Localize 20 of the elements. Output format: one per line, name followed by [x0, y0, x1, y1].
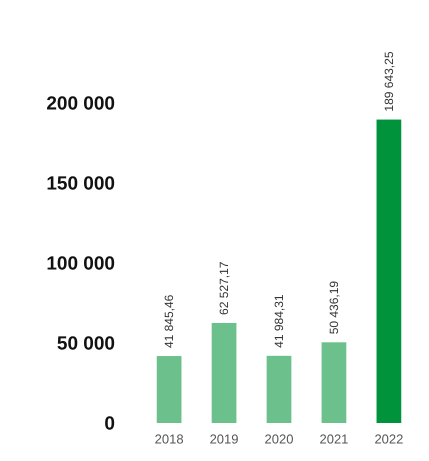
bar [156, 356, 182, 423]
x-tick-label: 2022 [374, 432, 404, 447]
bar [376, 120, 402, 423]
x-tick-label: 2019 [210, 432, 239, 447]
data-label: 62 527,17 [217, 261, 232, 315]
y-tick-label: 0 [104, 414, 115, 435]
data-label: 41 984,31 [272, 294, 286, 348]
y-tick-label: 100 000 [46, 254, 115, 275]
bar [266, 356, 292, 423]
data-label: 189 643,25 [382, 51, 396, 112]
bar [212, 322, 236, 423]
x-tick-label: 2018 [154, 432, 184, 447]
x-tick-label: 2020 [264, 432, 294, 447]
data-label: 41 845,46 [162, 294, 176, 348]
bar [322, 342, 346, 423]
x-tick-label: 2021 [319, 432, 348, 447]
y-tick-label: 150 000 [46, 174, 115, 195]
data-label: 50 436,19 [326, 280, 341, 334]
y-tick-label: 200 000 [46, 94, 115, 115]
y-tick-label: 50 000 [56, 334, 115, 355]
